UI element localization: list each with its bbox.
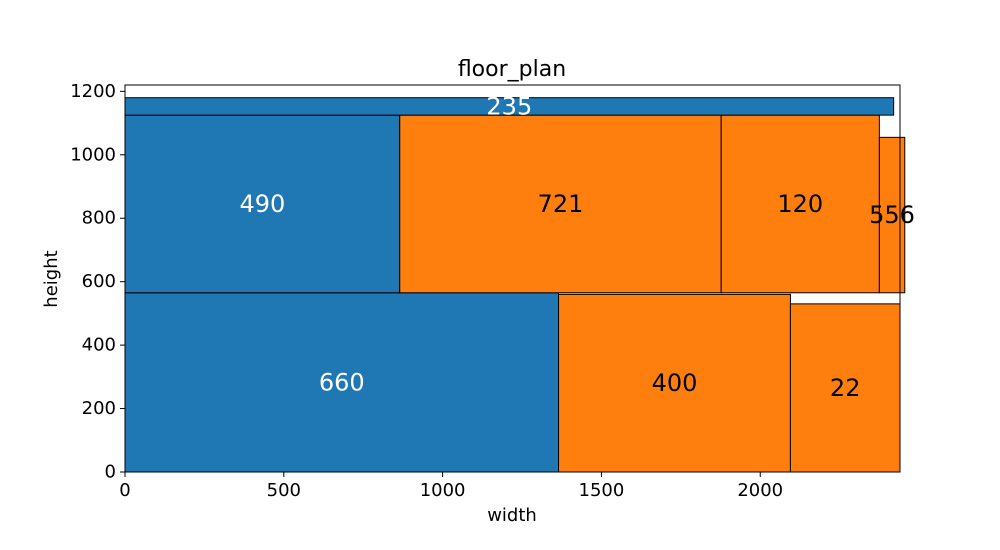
rect-120	[720, 114, 880, 294]
rect-label-660: 660	[319, 368, 365, 396]
rect-label-556: 556	[869, 201, 915, 229]
x-tick-label: 1500	[579, 480, 625, 501]
rect-label-721: 721	[538, 190, 584, 218]
rects-layer: 660 400 22 490 721 120 556 235	[124, 92, 915, 473]
rect-660	[124, 292, 560, 473]
rect-label-120: 120	[777, 190, 823, 218]
rect-490	[124, 114, 401, 294]
y-tick-label: 1200	[70, 81, 116, 102]
rect-22	[789, 303, 901, 473]
x-axis-label: width	[487, 505, 537, 526]
rect-721	[399, 114, 722, 294]
rect-label-400: 400	[652, 369, 698, 397]
y-tick-label: 800	[82, 208, 116, 229]
rect-label-22: 22	[830, 374, 861, 402]
x-tick-label: 1000	[420, 480, 466, 501]
y-tick-label: 200	[82, 398, 116, 419]
chart-title: floor_plan	[458, 57, 566, 82]
y-tick-label: 400	[82, 335, 116, 356]
x-axis-ticks: 0 500 1000 1500 2000	[119, 472, 783, 501]
x-tick-label: 500	[267, 480, 301, 501]
y-tick-label: 0	[105, 462, 116, 483]
y-axis-label: height	[41, 250, 62, 307]
rect-label-235: 235	[486, 92, 532, 120]
x-tick-label: 2000	[737, 480, 783, 501]
x-tick-label: 0	[119, 480, 130, 501]
y-axis-ticks: 0 200 400 600 800 1000 1200	[70, 81, 125, 483]
rect-400	[558, 293, 791, 473]
plot-frame	[124, 84, 901, 473]
rect-556	[878, 136, 906, 294]
y-tick-label: 600	[82, 271, 116, 292]
y-tick-label: 1000	[70, 144, 116, 165]
rect-label-490: 490	[239, 190, 285, 218]
